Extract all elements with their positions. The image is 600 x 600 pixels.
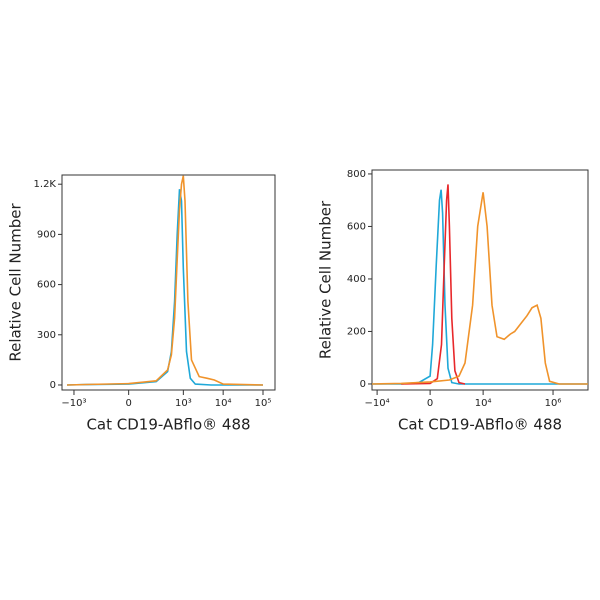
y-tick-label: 1.2K	[34, 179, 57, 190]
y-tick-label: 0	[360, 379, 366, 390]
y-axis-title: Relative Cell Number	[7, 203, 25, 362]
x-tick-label: −10³	[61, 398, 86, 409]
plot-frame	[371, 169, 589, 391]
y-tick-label: 400	[347, 274, 366, 285]
series-line	[401, 184, 466, 385]
chart: 0 200 400 600 800 −10⁴ 0 10⁴ 10⁶ Cat CD19-ABflo® …	[317, 169, 589, 434]
y-tick-label: 600	[347, 221, 366, 232]
series-line	[371, 192, 588, 385]
y-tick-label: 900	[37, 229, 56, 240]
y-tick-label: 600	[37, 280, 56, 291]
y-tick-label: 800	[347, 169, 366, 180]
y-tick-label: 200	[347, 326, 366, 337]
x-axis-title: Cat CD19-ABflo® 488	[398, 416, 562, 434]
x-tick-label: 10⁴	[215, 398, 232, 409]
y-tick-label: 0	[50, 380, 56, 391]
x-tick-label: 10³	[175, 398, 192, 409]
x-tick-label: 10⁶	[545, 398, 562, 409]
x-tick-label: −10⁴	[365, 398, 390, 409]
plot-frame	[61, 174, 276, 391]
series-line	[66, 189, 263, 386]
series-line	[372, 189, 588, 385]
chart: 0 300 600 900 1.2K −10³ 0 10³ 10⁴ 10⁵ Cat CD19-ABf…	[7, 174, 276, 434]
x-tick-label: 0	[427, 398, 433, 409]
y-axis-title: Relative Cell Number	[317, 200, 335, 359]
series-line	[66, 175, 264, 386]
x-axis-title: Cat CD19-ABflo® 488	[86, 416, 250, 434]
x-tick-label: 10⁴	[475, 398, 492, 409]
x-tick-label: 0	[125, 398, 131, 409]
y-tick-label: 300	[37, 330, 56, 341]
x-tick-label: 10⁵	[255, 398, 272, 409]
